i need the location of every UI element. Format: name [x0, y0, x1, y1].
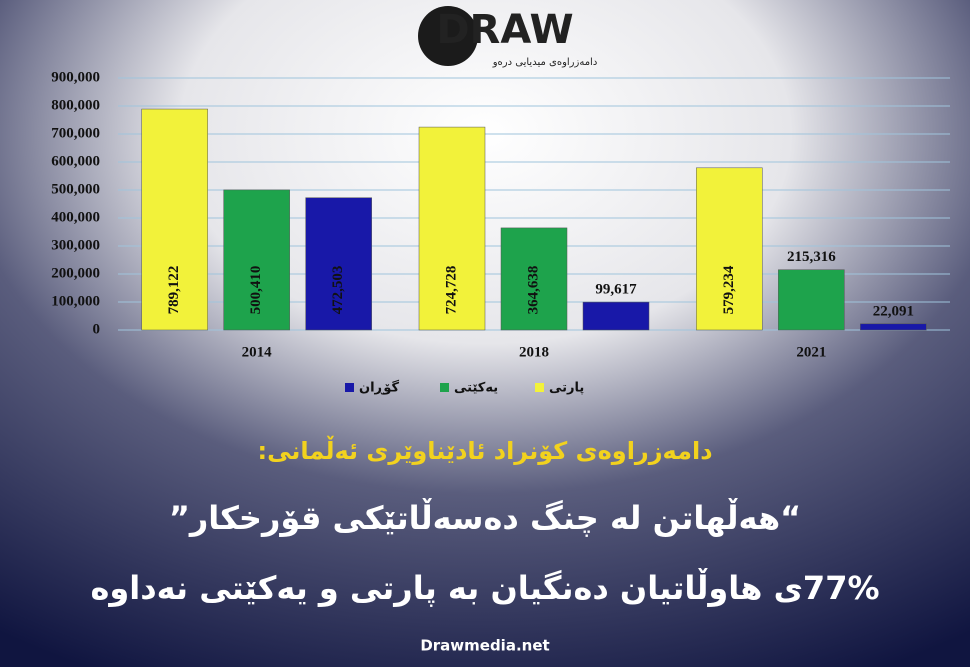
headline: دامەزراوەی کۆنراد ئادێناوێری ئەڵمانی:	[257, 435, 712, 465]
bar	[305, 197, 372, 331]
statement: 77%ی هاوڵاتیان دەنگیان بە پارتی و یەکێتی…	[90, 568, 879, 607]
y-tick-label: 200,000	[51, 265, 100, 281]
logo-circle	[418, 6, 478, 66]
bar	[860, 323, 927, 331]
legend-label: یەکێتی	[454, 381, 498, 396]
value-label: 472,503	[330, 266, 346, 315]
y-tick-label: 400,000	[51, 209, 100, 225]
bar	[418, 126, 486, 331]
y-tick-label: 100,000	[51, 293, 100, 309]
legend-label: گۆڕان	[359, 380, 400, 396]
value-label: 500,410	[248, 266, 264, 315]
legend-swatch	[535, 383, 544, 392]
y-tick-label: 900,000	[51, 69, 100, 85]
x-tick-label: 2021	[796, 344, 826, 360]
value-label: 789,122	[166, 266, 182, 315]
bar	[141, 108, 208, 331]
value-label: 215,316	[787, 249, 836, 265]
legend-label: پارتی	[549, 381, 584, 396]
bar	[223, 189, 290, 331]
value-label: 364,638	[525, 266, 541, 315]
bar	[778, 269, 845, 331]
logo: DRAW	[436, 7, 573, 53]
tagline: دامەزراوەی میدیایی درەو	[492, 57, 598, 68]
bar	[582, 301, 650, 331]
bar	[500, 227, 568, 331]
y-tick-label: 800,000	[51, 97, 100, 113]
y-tick-label: 300,000	[51, 237, 100, 253]
quote: “هەڵهاتن لە چنگ دەسەڵاتێکی قۆرخکار”	[169, 498, 801, 537]
footer: Drawmedia.net	[420, 637, 549, 655]
legend-swatch	[440, 383, 449, 392]
y-tick-label: 0	[93, 321, 101, 337]
legend-swatch	[345, 383, 354, 392]
x-tick-label: 2018	[519, 344, 549, 360]
y-tick-label: 700,000	[51, 125, 100, 141]
y-tick-label: 500,000	[51, 181, 100, 197]
value-label: 99,617	[595, 282, 637, 298]
x-tick-label: 2014	[242, 344, 273, 360]
y-tick-label: 600,000	[51, 153, 100, 169]
bar	[696, 167, 763, 331]
value-label: 724,728	[443, 266, 459, 315]
value-label: 22,091	[873, 303, 914, 319]
value-label: 579,234	[721, 265, 737, 314]
